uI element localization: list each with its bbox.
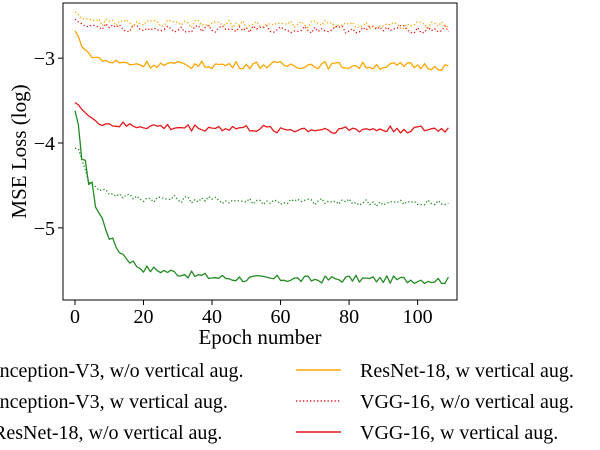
series-line-5 bbox=[74, 101, 449, 134]
legend-label: Inception-V3, w/o vertical aug. bbox=[0, 360, 243, 382]
series-line-6 bbox=[74, 11, 449, 30]
legend-label: VGG-16, w vertical aug. bbox=[360, 422, 558, 444]
axes-layer: 0 20 40 60 80 100 −3 −4 −5 bbox=[34, 2, 458, 328]
legend-label: Inception-V3, w vertical aug. bbox=[0, 391, 228, 413]
x-tick-label: 20 bbox=[134, 306, 154, 328]
legend-label: VGG-16, w/o vertical aug. bbox=[360, 391, 574, 413]
plot-background bbox=[63, 3, 457, 300]
series-line-0 bbox=[74, 110, 449, 285]
plot-frame bbox=[62, 2, 458, 301]
x-axis-label: Epoch number bbox=[198, 325, 321, 349]
series-line-4 bbox=[74, 18, 449, 34]
series-line-3 bbox=[74, 30, 449, 71]
y-tick-label: −3 bbox=[34, 48, 55, 70]
x-tick-label: 40 bbox=[202, 306, 222, 328]
y-axis-label: MSE Loss (log) bbox=[7, 84, 31, 218]
x-tick-label: 80 bbox=[339, 306, 359, 328]
legend: Inception-V3, w/o vertical aug. Inception… bbox=[0, 360, 574, 444]
series-layer bbox=[74, 11, 449, 285]
plot-area bbox=[63, 3, 457, 300]
x-tick-label: 60 bbox=[271, 306, 291, 328]
x-tick-label: 0 bbox=[70, 306, 80, 328]
y-tick-label: −4 bbox=[34, 133, 55, 155]
legend-label: ResNet-18, w vertical aug. bbox=[360, 360, 574, 382]
x-tick-label: 100 bbox=[403, 306, 433, 328]
legend-label: ResNet-18, w/o vertical aug. bbox=[0, 422, 222, 444]
y-tick-label: −5 bbox=[34, 218, 55, 240]
